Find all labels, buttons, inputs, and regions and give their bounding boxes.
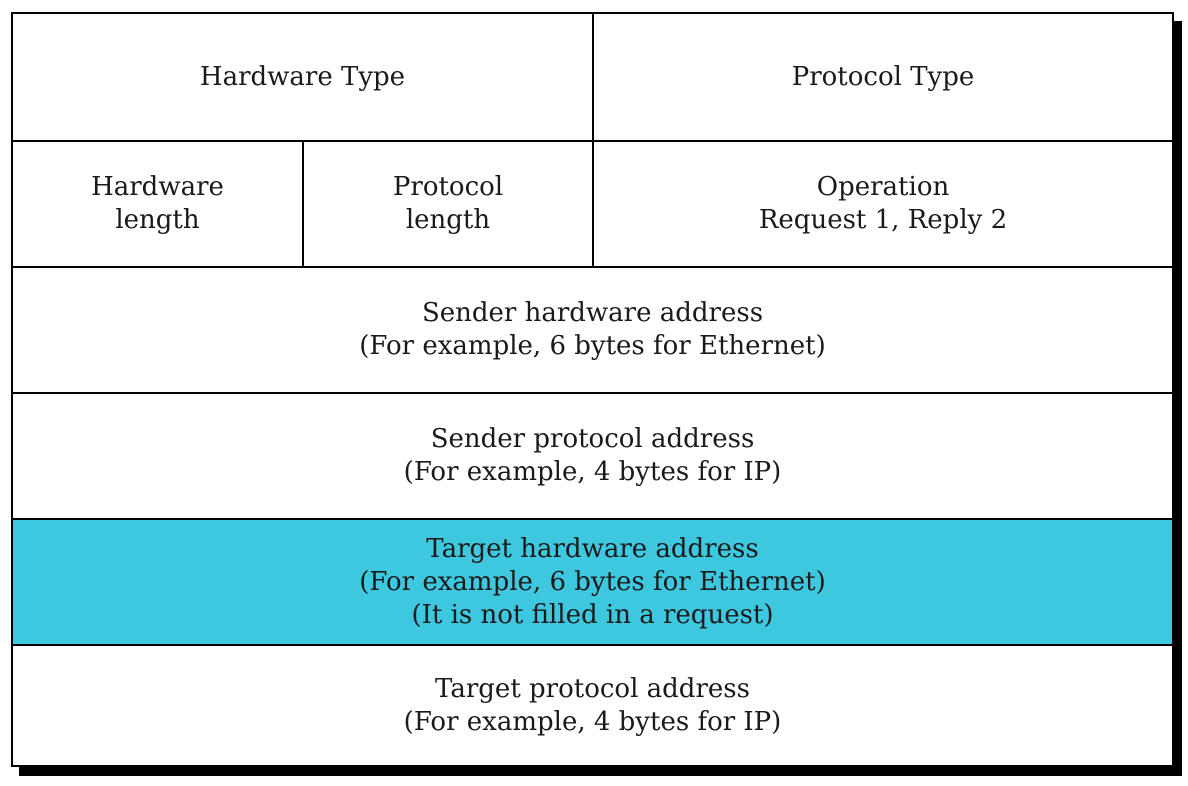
hardware-length-label-2: length (115, 205, 200, 235)
sender-hardware-label-1: Sender hardware address (421, 298, 764, 328)
protocol-type-label: Protocol Type (791, 61, 975, 92)
field-protocol-length: Protocol length (302, 142, 592, 266)
arp-packet-format: Hardware Type Protocol Type Hardware len… (11, 12, 1174, 767)
target-hardware-label-1: Target hardware address (426, 533, 759, 564)
operation-label-2: Request 1, Reply 2 (758, 205, 1008, 235)
target-protocol-label-1: Target protocol address (435, 673, 750, 704)
row-target-protocol: Target protocol address (For example, 4 … (13, 644, 1172, 765)
field-target-hardware-address: Target hardware address (For example, 6 … (13, 520, 1172, 644)
row-types: Hardware Type Protocol Type (13, 14, 1172, 140)
field-hardware-length: Hardware length (13, 142, 302, 266)
field-sender-hardware-address: Sender hardware address (For example, 6 … (13, 268, 1172, 392)
target-protocol-label-2: (For example, 4 bytes for IP) (403, 706, 782, 737)
field-sender-protocol-address: Sender protocol address (For example, 4 … (13, 394, 1172, 518)
sender-hardware-label-2: (For example, 6 bytes for Ethernet) (359, 331, 826, 361)
field-target-protocol-address: Target protocol address (For example, 4 … (13, 646, 1172, 765)
sender-protocol-label-1: Sender protocol address (430, 424, 755, 454)
field-operation: Operation Request 1, Reply 2 (592, 142, 1172, 266)
protocol-length-label-2: length (405, 205, 491, 235)
field-hardware-type: Hardware Type (13, 14, 592, 140)
row-target-hardware: Target hardware address (For example, 6 … (13, 518, 1172, 644)
row-sender-hardware: Sender hardware address (For example, 6 … (13, 266, 1172, 392)
target-hardware-label-3: (It is not filled in a request) (411, 599, 774, 630)
row-sender-protocol: Sender protocol address (For example, 4 … (13, 392, 1172, 518)
target-hardware-label-2: (For example, 6 bytes for Ethernet) (359, 566, 826, 597)
field-protocol-type: Protocol Type (592, 14, 1172, 140)
row-lengths-operation: Hardware length Protocol length Operatio… (13, 140, 1172, 266)
protocol-length-label-1: Protocol (392, 172, 504, 202)
hardware-type-label: Hardware Type (199, 61, 406, 92)
operation-label-1: Operation (816, 172, 950, 202)
sender-protocol-label-2: (For example, 4 bytes for IP) (403, 457, 782, 487)
hardware-length-label-1: Hardware (91, 172, 224, 202)
